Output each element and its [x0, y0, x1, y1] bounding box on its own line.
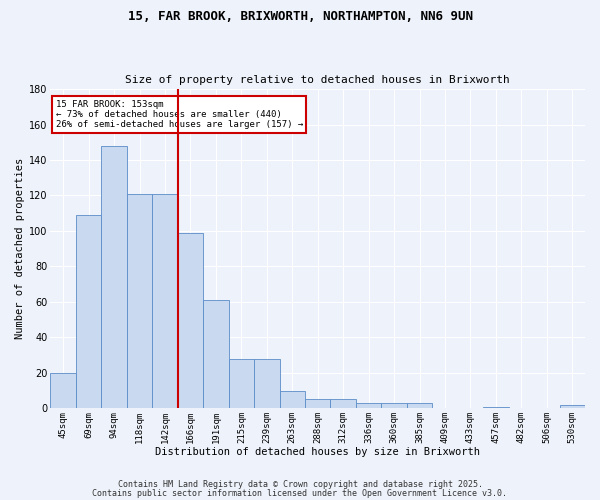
Bar: [178, 232, 203, 408]
Text: Contains public sector information licensed under the Open Government Licence v3: Contains public sector information licen…: [92, 488, 508, 498]
Bar: [483, 406, 509, 408]
Bar: [152, 194, 178, 408]
Text: 15, FAR BROOK, BRIXWORTH, NORTHAMPTON, NN6 9UN: 15, FAR BROOK, BRIXWORTH, NORTHAMPTON, N…: [128, 10, 473, 23]
Bar: [203, 300, 229, 408]
Bar: [280, 390, 305, 408]
Bar: [407, 403, 432, 408]
Bar: [101, 146, 127, 408]
Text: 15 FAR BROOK: 153sqm
← 73% of detached houses are smaller (440)
26% of semi-deta: 15 FAR BROOK: 153sqm ← 73% of detached h…: [56, 100, 303, 130]
X-axis label: Distribution of detached houses by size in Brixworth: Distribution of detached houses by size …: [155, 448, 480, 458]
Bar: [229, 358, 254, 408]
Bar: [382, 403, 407, 408]
Bar: [356, 403, 382, 408]
Bar: [127, 194, 152, 408]
Bar: [560, 405, 585, 408]
Bar: [76, 215, 101, 408]
Text: Contains HM Land Registry data © Crown copyright and database right 2025.: Contains HM Land Registry data © Crown c…: [118, 480, 482, 489]
Y-axis label: Number of detached properties: Number of detached properties: [15, 158, 25, 340]
Bar: [50, 373, 76, 408]
Bar: [305, 400, 331, 408]
Title: Size of property relative to detached houses in Brixworth: Size of property relative to detached ho…: [125, 76, 510, 86]
Bar: [254, 358, 280, 408]
Bar: [331, 400, 356, 408]
